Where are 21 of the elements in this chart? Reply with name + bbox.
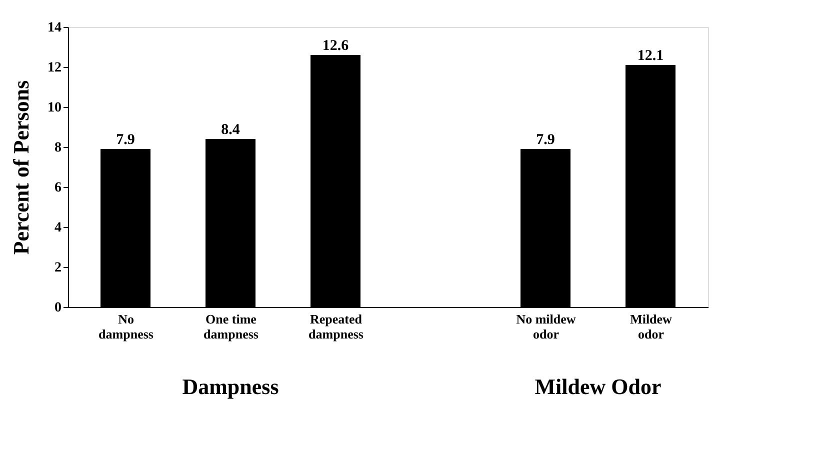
y-axis-title: Percent of Persons — [8, 80, 34, 255]
data-label: 7.9 — [116, 132, 135, 148]
y-tick-label: 14 — [48, 20, 62, 36]
y-tick-label: 10 — [48, 100, 62, 116]
text: Dampness — [182, 374, 280, 399]
x-tick-label: One time dampness — [204, 312, 258, 342]
y-tick-label: 2 — [54, 260, 62, 276]
y-tick-label: 8 — [54, 140, 62, 156]
data-label: 12.1 — [637, 48, 664, 64]
x-tick-label: Repeated dampness — [308, 312, 364, 342]
y-tick-label: 6 — [54, 180, 62, 196]
text: Mildew Odor — [534, 374, 662, 399]
y-tick-label: 4 — [54, 220, 62, 236]
x-tick-label: No dampness — [98, 312, 154, 342]
x-tick-label: Mildew odor — [630, 312, 673, 342]
data-label: 12.6 — [322, 38, 350, 54]
y-tick-label: 12 — [48, 60, 62, 76]
y-tick-label: 0 — [54, 300, 62, 316]
data-label: 7.9 — [536, 132, 555, 148]
data-label: 8.4 — [221, 122, 240, 138]
x-tick-label: No mildew odor — [516, 312, 576, 342]
